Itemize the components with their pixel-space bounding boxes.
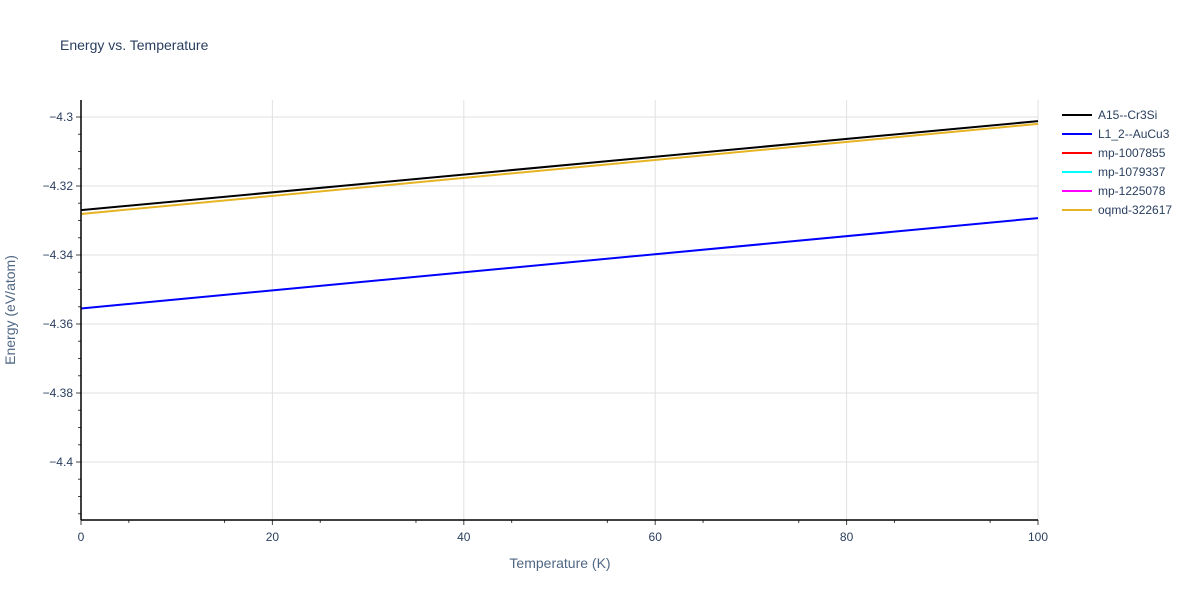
legend-item[interactable]: mp-1079337: [1062, 165, 1166, 179]
svg-text:L1_2--AuCu3: L1_2--AuCu3: [1098, 127, 1170, 141]
series-line: [80, 122, 1039, 215]
y-tick-label: −4.4: [49, 455, 73, 469]
svg-text:mp-1225078: mp-1225078: [1098, 184, 1166, 198]
y-tick-label: −4.32: [43, 179, 74, 193]
legend: A15--Cr3Si L1_2--AuCu3 mp-1007855 mp-107933…: [1062, 108, 1172, 217]
x-tick-label: 40: [457, 530, 471, 544]
legend-item[interactable]: A15--Cr3Si: [1062, 108, 1157, 122]
x-axis-title: Temperature (K): [509, 555, 610, 571]
legend-item[interactable]: mp-1225078: [1062, 184, 1166, 198]
y-tick-label: −4.36: [43, 317, 74, 331]
legend-item[interactable]: oqmd-322617: [1062, 203, 1172, 217]
x-tick-label: 100: [1028, 530, 1048, 544]
x-tick-label: 0: [78, 530, 85, 544]
grid-lines: [81, 100, 1039, 520]
svg-text:A15--Cr3Si: A15--Cr3Si: [1098, 108, 1157, 122]
x-tick-label: 60: [649, 530, 663, 544]
axes: 0 20 40 60 80 100 −4.3 −4.32 −4.34 −4.36 −4.38 −4.4: [43, 100, 1048, 544]
chart-title: Energy vs. Temperature: [60, 37, 209, 53]
series-line: [80, 120, 1039, 212]
svg-text:mp-1079337: mp-1079337: [1098, 165, 1166, 179]
plot-series: [80, 120, 1039, 310]
y-tick-label: −4.3: [49, 110, 73, 124]
svg-text:mp-1007855: mp-1007855: [1098, 146, 1166, 160]
x-tick-label: 20: [266, 530, 280, 544]
svg-text:oqmd-322617: oqmd-322617: [1098, 203, 1172, 217]
series-line: [80, 217, 1039, 310]
legend-item[interactable]: mp-1007855: [1062, 146, 1166, 160]
x-tick-label: 80: [840, 530, 854, 544]
legend-item[interactable]: L1_2--AuCu3: [1062, 127, 1170, 141]
y-tick-label: −4.38: [43, 386, 74, 400]
y-axis-title: Energy (eV/atom): [2, 255, 18, 365]
y-tick-label: −4.34: [43, 248, 74, 262]
